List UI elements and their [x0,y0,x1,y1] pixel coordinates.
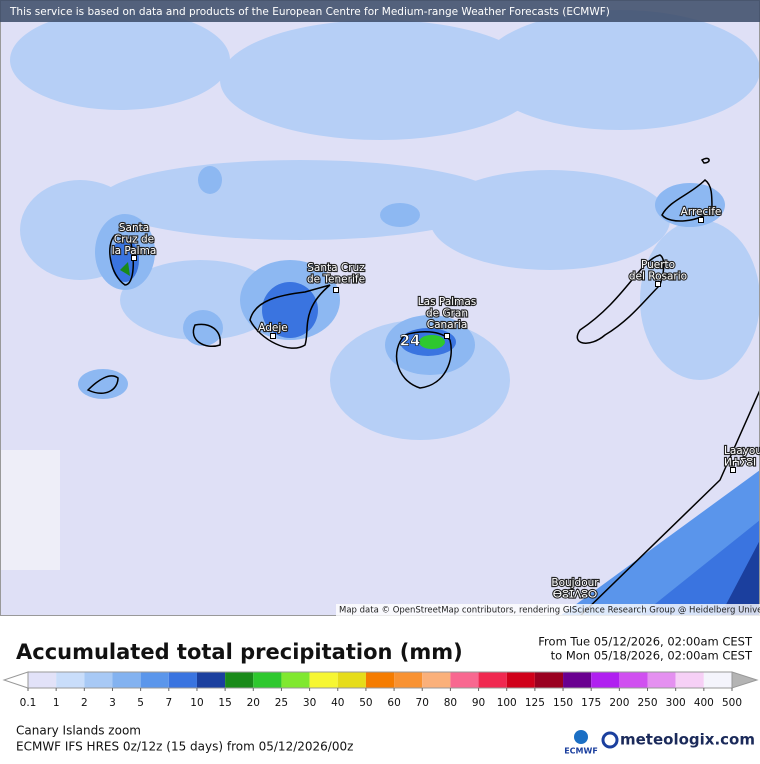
legend-swatch [422,672,451,688]
map [0,0,760,616]
legend-swatch [365,672,395,688]
legend-tick-label: 5 [137,697,144,709]
brand-icon [601,731,619,749]
legend-swatch [28,672,57,688]
place-marker [131,255,137,261]
header-bar [0,0,760,22]
place-label: Santa [119,222,149,234]
legend-tick-label: 175 [581,697,601,709]
legend-tick-label: 200 [609,697,629,709]
legend-over [731,671,759,689]
legend-swatch [112,672,141,688]
max-label: 24 [400,332,421,350]
legend-swatch [168,672,197,688]
place-marker [698,217,704,223]
coastlines [86,157,760,616]
legend-swatch [506,672,535,688]
legend-tick-label: 70 [416,697,429,709]
attribution: Map data © OpenStreetMap contributors, r… [339,606,760,616]
legend-swatch [647,672,676,688]
place-label: Santa Cruz [307,262,365,274]
period-to: to Mon 05/18/2026, 02:00am CEST [551,649,753,663]
legend-swatch [196,672,226,688]
brand: meteologix.com [620,731,755,749]
legend-tick-label: 7 [165,697,172,709]
legend-swatch [253,672,282,688]
legend-swatch [56,672,85,688]
legend-under [2,671,29,689]
place-label: de Tenerife [307,274,365,286]
place-label: la Palma [112,245,157,257]
legend-swatch [478,672,507,688]
legend-tick-label: 2 [81,697,88,709]
place-label: ⴱⵓⵊⴷⵓⵔ [553,589,597,601]
model-info: ECMWF IFS HRES 0z/12z (15 days) from 05/… [16,740,353,754]
legend-swatch [563,672,592,688]
legend-tick-label: 25 [275,697,288,709]
legend-swatch [619,672,648,688]
place-label: Adeje [258,322,288,334]
region: Canary Islands zoom [16,724,141,738]
legend-swatch [703,672,732,688]
legend-tick-label: 15 [218,697,231,709]
place-label: del Rosario [629,271,687,283]
place-label: Arrecife [681,206,722,218]
place-marker [655,281,661,287]
legend-tick-label: 30 [303,697,316,709]
legend-swatch [675,672,704,688]
place-label: Boujdour [551,577,599,589]
legend-tick-label: 0.1 [20,697,37,709]
ecmwf-icon [574,730,588,744]
period-from: From Tue 05/12/2026, 02:00am CEST [538,635,753,649]
legend-tick-label: 80 [444,697,457,709]
legend-swatch [337,672,366,688]
place-marker [270,333,276,339]
place-label: Puerto [641,259,675,271]
ecmwf-logo: ECMWF [564,747,598,756]
place-marker [730,467,736,473]
place-label: de Gran [426,308,468,320]
legend-tick-label: 1 [53,697,60,709]
legend-swatch [84,672,113,688]
legend-tick-label: 125 [525,697,545,709]
place-label: Laayoune [724,445,760,457]
attribution-bg [336,604,760,616]
place-marker [444,333,450,339]
legend-swatch [534,672,564,688]
legend-swatch [140,672,169,688]
legend-tick-label: 150 [553,697,573,709]
legend-tick-label: 10 [190,697,203,709]
place-label: Las Palmas [418,296,476,308]
legend-tick-label: 20 [247,697,260,709]
legend-tick-label: 60 [387,697,400,709]
legend-tick-label: 90 [472,697,485,709]
legend-tick-label: 100 [497,697,517,709]
place-label: Cruz de [114,234,154,246]
legend-swatch [309,672,338,688]
legend-tick-label: 40 [331,697,344,709]
legend-swatch [225,672,254,688]
legend-swatch [394,672,423,688]
legend-tick-label: 250 [637,697,657,709]
legend-swatch [591,672,620,688]
legend-swatch [281,672,310,688]
legend-tick-label: 400 [694,697,714,709]
place-marker [333,287,339,293]
legend-tick-label: 300 [666,697,686,709]
legend-tick-label: 3 [109,697,116,709]
legend-title: Accumulated total precipitation (mm) [16,640,463,664]
legend-frame [27,671,733,689]
header-notice: This service is based on data and produc… [9,6,610,18]
place-label: ⵍⵄⵢⵓⵏ [724,457,756,469]
legend-swatch [450,672,479,688]
legend-tick-label: 500 [722,697,742,709]
legend-tick-label: 50 [359,697,372,709]
place-label: Canaria [427,319,468,331]
